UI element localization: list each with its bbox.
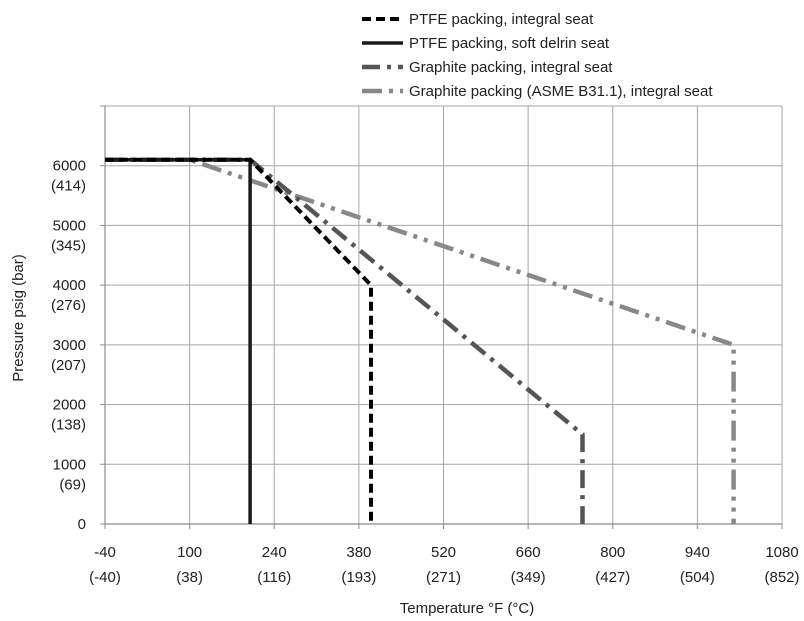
x-tick-label: 240 [262, 544, 287, 561]
x-axis-title: Temperature °F (°C) [400, 600, 535, 617]
y-tick-sublabel: (207) [51, 357, 86, 374]
legend-label-3: Graphite packing, integral seat [409, 59, 613, 76]
grid [104, 105, 783, 525]
x-tick-label: -40 [94, 544, 116, 561]
x-tick-sublabel: (193) [341, 569, 376, 586]
x-tick-sublabel: (116) [257, 569, 291, 586]
x-tick-label: 520 [431, 544, 456, 561]
x-tick-sublabel: (-40) [89, 569, 121, 586]
x-tick-sublabel: (852) [764, 569, 799, 586]
y-tick-label: 3000 [53, 337, 86, 354]
y-tick-sublabel: (276) [51, 297, 86, 314]
legend-label-2: PTFE packing, soft delrin seat [409, 35, 610, 52]
x-tick-label: 100 [177, 544, 202, 561]
y-tick-sublabel: (345) [51, 237, 86, 254]
y-tick-sublabel: (138) [51, 417, 86, 434]
x-tick-sublabel: (427) [595, 569, 630, 586]
y-tick-sublabel: (69) [59, 476, 86, 493]
x-tick-label: 800 [600, 544, 625, 561]
x-tick-sublabel: (38) [176, 569, 203, 586]
x-axis-ticks: -40 (-40) 100 (38) 240 (116) 380 (193) 520 (271) 6… [89, 524, 800, 586]
y-tick-label: 6000 [53, 158, 86, 175]
x-tick-label: 1080 [765, 544, 798, 561]
y-tick-label: 0 [78, 516, 86, 533]
y-tick-label: 2000 [53, 397, 86, 414]
series-line-4 [105, 157, 736, 524]
y-tick-label: 1000 [53, 456, 86, 473]
legend-label-4: Graphite packing (ASME B31.1), integral … [409, 83, 713, 100]
x-tick-label: 940 [685, 544, 710, 561]
y-tick-sublabel: (414) [51, 178, 86, 195]
x-tick-label: 660 [516, 544, 541, 561]
y-axis-ticks: 0 1000 (69) 2000 (138) 3000 (207) 4000 (276) 5000… [51, 105, 105, 533]
legend: PTFE packing, integral seat PTFE packing,… [362, 11, 713, 100]
x-tick-sublabel: (271) [426, 569, 461, 586]
series-line-1 [105, 157, 373, 524]
y-tick-label: 4000 [53, 277, 86, 294]
series-line-2 [105, 157, 252, 524]
y-axis-title: Pressure psig (bar) [10, 254, 27, 382]
x-tick-label: 380 [346, 544, 371, 561]
y-tick-label: 5000 [53, 217, 86, 234]
series-layer [105, 157, 736, 524]
x-tick-sublabel: (504) [680, 569, 715, 586]
x-tick-sublabel: (349) [511, 569, 546, 586]
legend-label-1: PTFE packing, integral seat [409, 11, 594, 28]
